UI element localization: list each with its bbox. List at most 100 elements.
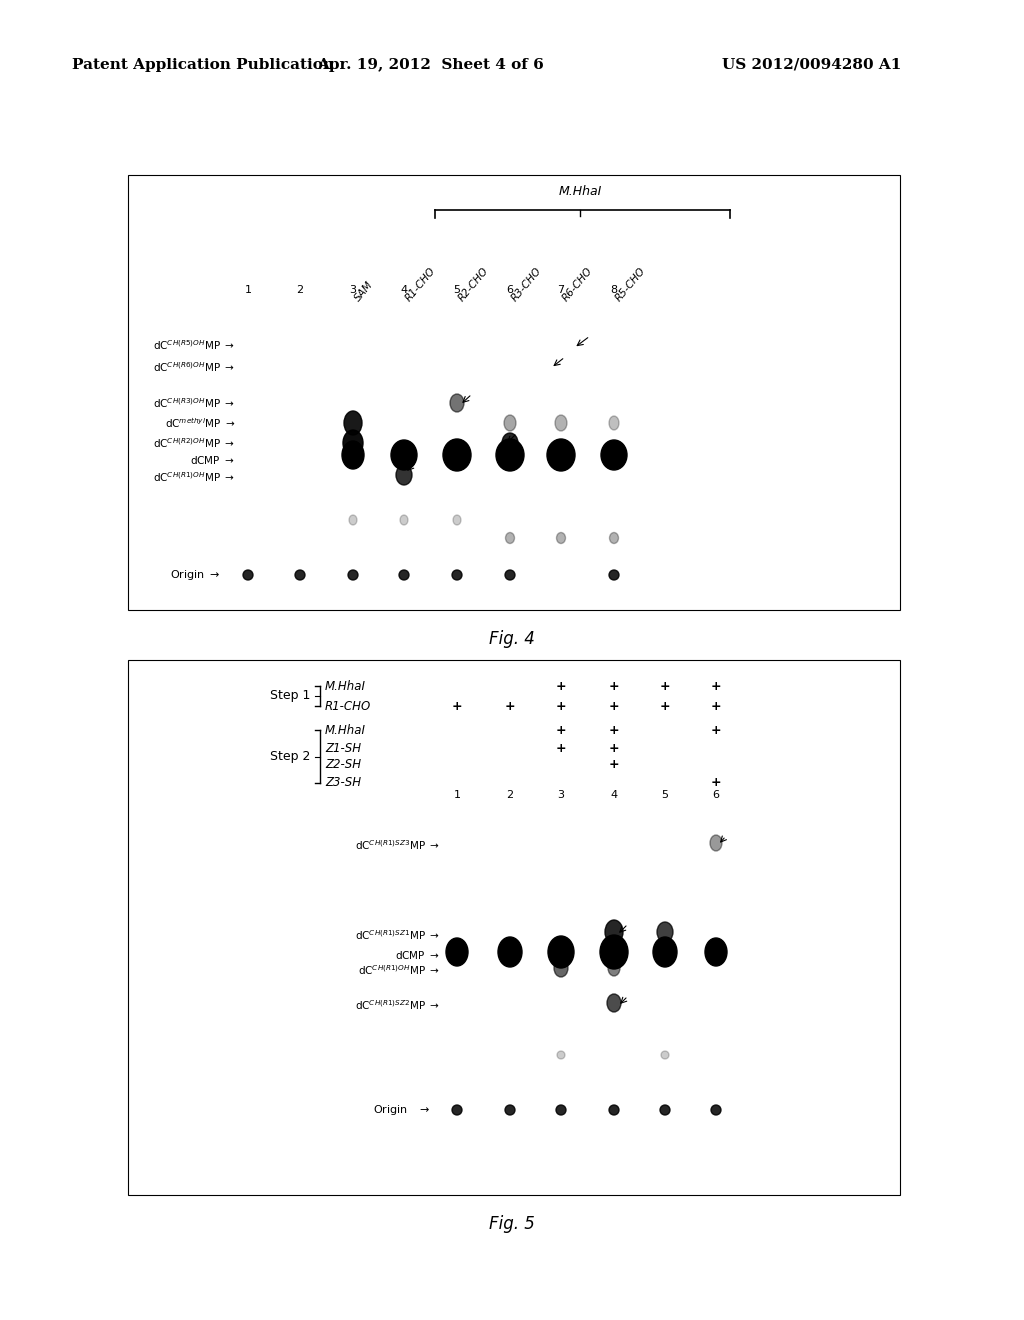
- Ellipse shape: [391, 440, 417, 470]
- Text: dC$^{CH(R1)SZ2}$MP $\rightarrow$: dC$^{CH(R1)SZ2}$MP $\rightarrow$: [355, 998, 440, 1012]
- Text: +: +: [711, 776, 721, 789]
- Text: R6-CHO: R6-CHO: [561, 265, 595, 304]
- Ellipse shape: [343, 430, 362, 455]
- Text: Origin   $\rightarrow$: Origin $\rightarrow$: [373, 1104, 430, 1117]
- Ellipse shape: [662, 1051, 669, 1059]
- Text: +: +: [608, 700, 620, 713]
- Ellipse shape: [342, 441, 364, 469]
- Text: dC$^{CH(R1)OH}$MP $\rightarrow$: dC$^{CH(R1)OH}$MP $\rightarrow$: [358, 964, 440, 977]
- Text: Z2-SH: Z2-SH: [325, 759, 361, 771]
- Ellipse shape: [600, 935, 628, 969]
- Ellipse shape: [295, 570, 305, 579]
- Ellipse shape: [452, 1105, 462, 1115]
- Text: dC$^{CH(R5)OH}$MP $\rightarrow$: dC$^{CH(R5)OH}$MP $\rightarrow$: [153, 338, 234, 352]
- Ellipse shape: [505, 1105, 515, 1115]
- Text: 1: 1: [245, 285, 252, 294]
- Ellipse shape: [400, 515, 408, 525]
- Ellipse shape: [607, 994, 621, 1012]
- Ellipse shape: [547, 440, 575, 471]
- Text: M.HhaI: M.HhaI: [558, 185, 602, 198]
- Text: +: +: [505, 700, 515, 713]
- Text: +: +: [608, 680, 620, 693]
- Text: dCMP $\rightarrow$: dCMP $\rightarrow$: [395, 949, 440, 961]
- Text: +: +: [711, 700, 721, 713]
- Text: R3-CHO: R3-CHO: [510, 265, 544, 304]
- Text: 5: 5: [454, 285, 461, 294]
- Text: M.HhaI: M.HhaI: [325, 723, 366, 737]
- Text: dC$^{methyl}$MP $\rightarrow$: dC$^{methyl}$MP $\rightarrow$: [165, 416, 234, 430]
- Text: Z3-SH: Z3-SH: [325, 776, 361, 789]
- Text: +: +: [711, 680, 721, 693]
- Text: +: +: [659, 680, 671, 693]
- Text: dC$^{CH(R1)SZ3}$MP $\rightarrow$: dC$^{CH(R1)SZ3}$MP $\rightarrow$: [355, 838, 440, 851]
- Ellipse shape: [399, 570, 409, 579]
- Bar: [128, 660, 900, 1195]
- Ellipse shape: [609, 532, 618, 544]
- Text: +: +: [711, 723, 721, 737]
- Text: Step 1: Step 1: [269, 689, 310, 702]
- Ellipse shape: [396, 465, 412, 484]
- Ellipse shape: [660, 1105, 670, 1115]
- Ellipse shape: [711, 1105, 721, 1115]
- Text: Z1-SH: Z1-SH: [325, 742, 361, 755]
- Ellipse shape: [555, 414, 567, 432]
- Text: +: +: [556, 742, 566, 755]
- Text: US 2012/0094280 A1: US 2012/0094280 A1: [722, 58, 901, 73]
- Text: +: +: [556, 723, 566, 737]
- Ellipse shape: [504, 414, 516, 432]
- Ellipse shape: [452, 570, 462, 579]
- Text: SAM: SAM: [353, 280, 375, 304]
- Ellipse shape: [556, 1105, 566, 1115]
- Text: Patent Application Publication: Patent Application Publication: [72, 58, 334, 73]
- Text: 4: 4: [610, 789, 617, 800]
- Text: dC$^{CH(R2)OH}$MP $\rightarrow$: dC$^{CH(R2)OH}$MP $\rightarrow$: [153, 436, 234, 450]
- Ellipse shape: [243, 570, 253, 579]
- Text: 3: 3: [349, 285, 356, 294]
- Ellipse shape: [344, 411, 362, 436]
- Ellipse shape: [556, 532, 565, 544]
- Bar: [128, 176, 900, 610]
- Ellipse shape: [608, 960, 620, 975]
- Ellipse shape: [710, 836, 722, 851]
- Ellipse shape: [609, 570, 618, 579]
- Text: R2-CHO: R2-CHO: [457, 265, 490, 304]
- Ellipse shape: [657, 921, 673, 942]
- Ellipse shape: [653, 937, 677, 968]
- Text: +: +: [659, 700, 671, 713]
- Ellipse shape: [609, 416, 618, 430]
- Text: +: +: [556, 700, 566, 713]
- Text: 1: 1: [454, 789, 461, 800]
- Text: R1-CHO: R1-CHO: [325, 700, 372, 713]
- Ellipse shape: [609, 1105, 618, 1115]
- Ellipse shape: [554, 960, 568, 977]
- Ellipse shape: [349, 515, 357, 525]
- Ellipse shape: [605, 920, 623, 944]
- Text: dCMP $\rightarrow$: dCMP $\rightarrow$: [190, 454, 234, 466]
- Ellipse shape: [498, 937, 522, 968]
- Text: Apr. 19, 2012  Sheet 4 of 6: Apr. 19, 2012 Sheet 4 of 6: [316, 58, 544, 73]
- Ellipse shape: [348, 570, 358, 579]
- Text: 6: 6: [713, 789, 720, 800]
- Text: +: +: [452, 700, 462, 713]
- Ellipse shape: [502, 433, 518, 453]
- Text: +: +: [608, 759, 620, 771]
- Text: 6: 6: [507, 285, 513, 294]
- Text: +: +: [608, 723, 620, 737]
- Ellipse shape: [548, 936, 574, 968]
- Ellipse shape: [496, 440, 524, 471]
- Text: dC$^{CH(R1)OH}$MP $\rightarrow$: dC$^{CH(R1)OH}$MP $\rightarrow$: [153, 470, 234, 484]
- Ellipse shape: [446, 939, 468, 966]
- Text: 2: 2: [507, 789, 514, 800]
- Text: 7: 7: [557, 285, 564, 294]
- Text: dC$^{CH(R3)OH}$MP $\rightarrow$: dC$^{CH(R3)OH}$MP $\rightarrow$: [153, 396, 234, 411]
- Text: 2: 2: [296, 285, 303, 294]
- Text: R5-CHO: R5-CHO: [614, 265, 648, 304]
- Ellipse shape: [601, 440, 627, 470]
- Text: M.HhaI: M.HhaI: [325, 680, 366, 693]
- Text: +: +: [556, 680, 566, 693]
- Ellipse shape: [557, 1051, 565, 1059]
- Text: +: +: [608, 742, 620, 755]
- Text: dC$^{CH(R1)SZ1}$MP $\rightarrow$: dC$^{CH(R1)SZ1}$MP $\rightarrow$: [355, 928, 440, 942]
- Text: 3: 3: [557, 789, 564, 800]
- Text: 8: 8: [610, 285, 617, 294]
